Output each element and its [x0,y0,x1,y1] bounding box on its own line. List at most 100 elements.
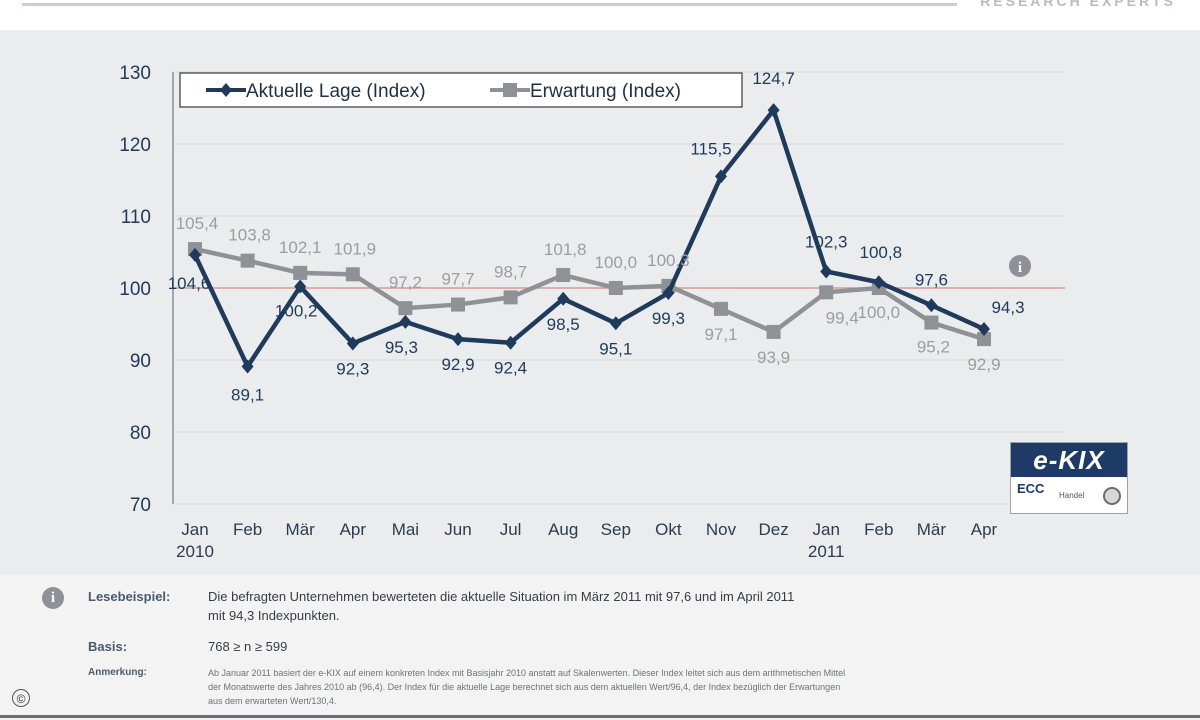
x-year-label: 2010 [176,542,214,561]
series-line [194,246,985,342]
data-label-actual: 95,1 [599,339,632,358]
chart-panel: 70 80 90 100 110 120 130 Jan 2010 Feb Mär Apr Mai Jun… [0,30,1200,575]
legend-marker-expectation [503,83,517,97]
data-point [767,103,780,118]
note-text-3: aus dem erwarteten Wert/130,4. [208,696,337,706]
data-point [398,301,413,316]
data-point [820,264,833,279]
data-label-expectation: 97,7 [441,270,474,289]
basis-label: Basis: [88,639,128,654]
info-icon-circle [1009,255,1031,277]
x-tick-label: Jun [444,520,471,539]
data-label-expectation: 99,4 [826,308,859,327]
data-point [504,335,517,350]
data-label-actual: 124,7 [752,69,795,88]
x-tick-label: Jan [181,520,208,539]
y-tick-label: 90 [130,351,151,372]
copyright-icon: © [12,689,30,707]
series-layer [188,103,991,374]
info-icon: i [42,587,64,609]
data-label-actual: 97,6 [915,270,948,289]
note-text-1: Ab Januar 2011 basiert der e-KIX auf ein… [208,668,846,678]
x-tick-label: Nov [706,520,737,539]
x-tick-label: Apr [340,520,367,539]
ekix-logo-title: e-KIX [1011,443,1127,477]
data-point [714,301,728,316]
y-tick-label: 120 [119,135,151,156]
x-tick-label: Sep [601,520,631,539]
note-text-2: der Monatswerte des Jahres 2010 ab (96,4… [208,682,841,692]
seal-icon [1103,487,1121,505]
x-tick-label: Aug [548,520,578,539]
data-point [399,314,412,329]
y-tick-label: 100 [119,279,151,300]
data-label-actual: 95,3 [385,338,418,357]
data-label-expectation: 100,0 [595,253,638,272]
y-tick-label: 110 [121,207,151,228]
data-label-expectation: 105,4 [176,214,219,233]
data-label-actual: 100,8 [860,243,903,262]
legend-marker-actual [220,83,232,97]
data-point [345,267,360,282]
x-tick-label: Mär [917,520,947,539]
data-point [556,268,571,283]
x-tick-label: Jan [812,520,839,539]
info-icon-glyph: i [1018,260,1022,276]
data-label-expectation: 97,2 [389,273,422,292]
y-tick-label: 70 [130,495,151,516]
header-rule [22,3,957,6]
data-label-expectation: 102,1 [279,238,322,257]
data-point [608,281,623,295]
data-point [977,332,991,347]
x-tick-label: Mai [392,520,419,539]
data-point [766,324,781,339]
line-chart: 70 80 90 100 110 120 130 Jan 2010 Feb Mär Apr Mai Jun… [119,63,1065,561]
data-label-actual: 100,2 [275,302,318,321]
reading-example-text-1: Die befragten Unternehmen bewerteten die… [208,589,795,604]
y-tick-label: 130 [119,63,151,84]
axis-layer: 70 80 90 100 110 120 130 Jan 2010 Feb Mär Apr Mai Jun… [119,63,997,561]
data-point [662,286,675,301]
bottom-rule [0,715,1200,718]
data-point [189,247,201,262]
data-point [609,316,622,331]
data-label-expectation: 97,1 [704,325,737,344]
data-point [451,297,465,312]
data-label-actual: 99,3 [652,309,685,328]
x-tick-label: Dez [758,520,788,539]
legend-label-actual: Aktuelle Lage (Index) [246,81,426,102]
x-year-label: 2011 [808,542,845,561]
data-label-expectation: 101,8 [544,240,587,259]
y-tick-label: 80 [130,423,151,444]
x-tick-label: Apr [971,520,998,539]
data-label-actual: 115,5 [690,139,731,158]
data-label-actual: 104,6 [168,274,211,293]
data-label-expectation: 95,2 [917,338,950,357]
reading-example-label: Lesebeispiel: [88,589,171,604]
data-label-expectation: 100,0 [858,303,901,322]
data-label-expectation: 103,8 [228,226,271,245]
data-label-actual: 89,1 [231,385,264,404]
ecc-logo-sub: Handel [1059,491,1085,500]
footnotes: i Lesebeispiel: Die befragten Unternehme… [0,575,1200,720]
header-band: RESEARCH EXPERTS [0,0,1200,30]
data-point [503,290,518,305]
series-line [192,107,985,369]
reading-example-text-2: mit 94,3 Indexpunkten. [208,608,340,623]
brand-text: RESEARCH EXPERTS [980,0,1176,9]
grid-layer [173,71,1065,505]
data-point [925,298,938,313]
data-label-layer: 104,6 89,1 100,2 92,3 95,3 92,9 92,4 98,5 95,1 99… [168,69,1025,404]
x-tick-label: Feb [864,520,893,539]
data-point [346,336,359,351]
data-label-expectation: 101,9 [334,239,377,258]
data-point [978,322,990,337]
data-point [924,315,939,330]
info-icon[interactable]: i [1009,255,1031,277]
data-point [872,275,885,290]
legend-label-expectation: Erwartung (Index) [530,81,681,102]
data-point [240,253,255,268]
x-tick-label: Jul [500,520,522,539]
note-label: Anmerkung: [88,667,147,678]
data-point [715,169,727,184]
